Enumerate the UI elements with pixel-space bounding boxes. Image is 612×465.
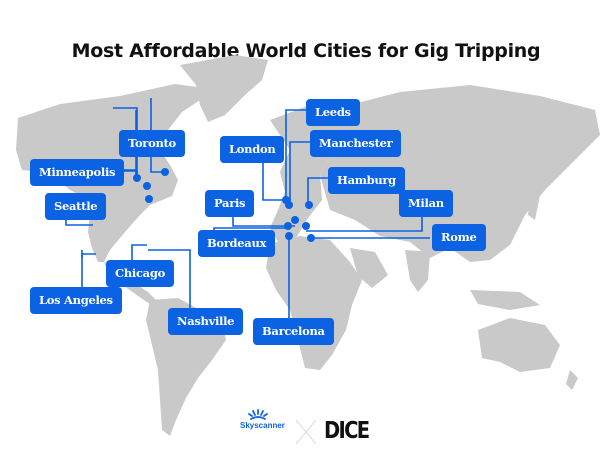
city-label-manchester[interactable]: Manchester bbox=[310, 130, 402, 157]
city-label-minneapolis[interactable]: Minneapolis bbox=[30, 159, 125, 186]
dice-logo: DICE bbox=[324, 418, 370, 444]
city-label-bordeaux[interactable]: Bordeaux bbox=[198, 230, 276, 257]
city-label-toronto[interactable]: Toronto bbox=[119, 130, 185, 157]
land-masses bbox=[16, 55, 600, 436]
skyscanner-logo-text: Skyscanner bbox=[240, 421, 285, 430]
collab-x-icon bbox=[296, 420, 316, 444]
city-label-rome[interactable]: Rome bbox=[432, 224, 486, 251]
city-label-milan[interactable]: Milan bbox=[399, 190, 453, 217]
city-label-seattle[interactable]: Seattle bbox=[45, 193, 107, 220]
city-label-hamburg[interactable]: Hamburg bbox=[328, 167, 405, 194]
skyscanner-logo-icon bbox=[248, 409, 268, 420]
city-label-los-angeles[interactable]: Los Angeles bbox=[30, 287, 122, 314]
page-title: Most Affordable World Cities for Gig Tri… bbox=[71, 40, 541, 62]
city-label-london[interactable]: London bbox=[220, 136, 285, 163]
city-label-paris[interactable]: Paris bbox=[205, 190, 255, 217]
city-label-chicago[interactable]: Chicago bbox=[106, 260, 174, 287]
city-label-leeds[interactable]: Leeds bbox=[306, 99, 360, 126]
city-label-nashville[interactable]: Nashville bbox=[168, 308, 244, 335]
city-label-barcelona[interactable]: Barcelona bbox=[253, 318, 334, 345]
